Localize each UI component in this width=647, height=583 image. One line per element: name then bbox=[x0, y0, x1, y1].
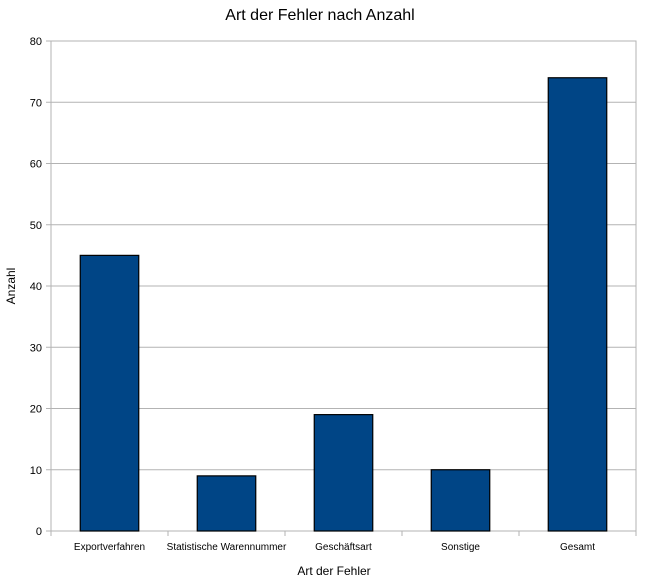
x-tick-label: Exportverfahren bbox=[74, 542, 145, 553]
bar bbox=[430, 469, 491, 532]
x-tick-label: Geschäftsart bbox=[315, 542, 372, 553]
bar bbox=[79, 254, 140, 532]
chart-title: Art der Fehler nach Anzahl bbox=[225, 7, 414, 24]
x-axis-ticks: Exportverfahren Statistische Warennummer G… bbox=[50, 531, 637, 553]
x-tick-label: Statistische Warennummer bbox=[167, 542, 287, 553]
y-axis-title: Anzahl bbox=[4, 268, 18, 305]
bar bbox=[313, 414, 374, 532]
bar bbox=[547, 77, 608, 532]
x-axis-title: Art der Fehler bbox=[297, 564, 370, 578]
y-tick-label: 10 bbox=[30, 465, 42, 477]
y-tick-label: 20 bbox=[30, 404, 42, 416]
y-axis-ticks: 0 10 20 30 40 50 60 70 80 bbox=[30, 36, 51, 538]
y-tick-label: 80 bbox=[30, 36, 42, 48]
bar bbox=[196, 475, 257, 532]
y-tick-label: 60 bbox=[30, 159, 42, 171]
bars bbox=[79, 77, 608, 532]
y-tick-label: 0 bbox=[36, 526, 42, 538]
y-tick-label: 70 bbox=[30, 97, 42, 109]
x-tick-label: Gesamt bbox=[560, 542, 595, 553]
y-tick-label: 30 bbox=[30, 342, 42, 354]
y-tick-label: 40 bbox=[30, 281, 42, 293]
y-tick-label: 50 bbox=[30, 220, 42, 232]
x-tick-label: Sonstige bbox=[441, 542, 480, 553]
